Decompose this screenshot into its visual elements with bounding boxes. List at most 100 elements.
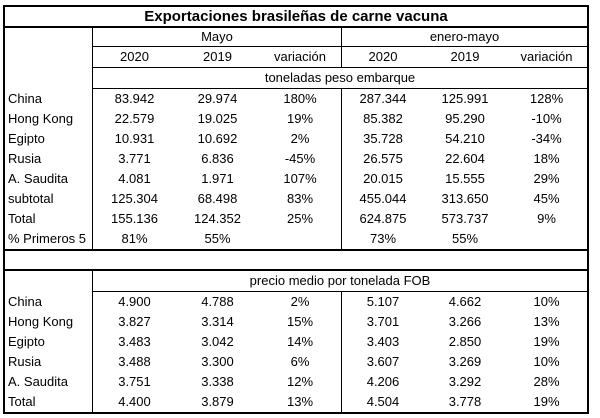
table-title: Exportaciones brasileñas de carne vacuna (144, 8, 448, 25)
table-cell: 12% (259, 372, 342, 392)
column-header-enero-variacion: variación (506, 47, 587, 68)
section-header-row-price: precio medio por tonelada FOB (5, 271, 587, 292)
table-cell: 95.290 (445, 111, 485, 126)
table-cell: 9% (537, 211, 556, 226)
table-cell: 81% (121, 231, 148, 246)
table-row: Total 4.400 3.879 13% 4.504 3.778 19% (5, 392, 587, 412)
section-header-price: precio medio por tonelada FOB (93, 271, 587, 292)
column-group-header-row: Mayo enero-mayo (5, 28, 587, 47)
table-cell: 6% (259, 352, 342, 372)
table-cell: 83.942 (114, 91, 155, 106)
table-cell: 13% (259, 392, 342, 412)
corner-empty-cell (5, 28, 93, 47)
table-cell: 3.314 (201, 314, 234, 329)
row-label: Rusia (5, 149, 93, 169)
table-cell: 14% (259, 332, 342, 352)
table-cell: 55% (204, 231, 231, 246)
table-cell: 73% (369, 231, 397, 246)
row-label: Egipto (5, 332, 93, 352)
section-header-tonnage: toneladas peso embarque (93, 68, 587, 89)
table-cell: 5.107 (366, 294, 400, 309)
table-row: % Primeros 5 81% 55% 73% 55% (5, 229, 587, 249)
table-cell: 54.210 (445, 131, 485, 146)
table-cell: 3.042 (201, 334, 234, 349)
table-row: Rusia 3.488 3.300 6% 3.607 3.269 10% (5, 352, 587, 372)
table-separator (5, 249, 587, 271)
table-cell: 3.403 (366, 334, 400, 349)
table-cell: 35.728 (363, 131, 403, 146)
table-cell: 83% (259, 189, 342, 209)
table-row: Rusia 3.771 6.836 -45% 26.575 22.604 18% (5, 149, 587, 169)
table-cell: 15% (259, 312, 342, 332)
table-cell: 155.136 (111, 211, 158, 226)
table-cell: 20.015 (363, 171, 403, 186)
corner-empty-cell (5, 68, 93, 89)
table-cell (506, 229, 587, 249)
table-cell: 107% (259, 169, 342, 189)
table-cell: 4.662 (448, 294, 482, 309)
row-label: % Primeros 5 (5, 229, 93, 249)
table-cell: 3.701 (366, 314, 400, 329)
table-cell: 26.575 (363, 151, 403, 166)
column-header-mayo-variacion: variación (259, 47, 342, 68)
table-cell: 6.836 (201, 151, 234, 166)
table-row: Hong Kong 3.827 3.314 15% 3.701 3.266 13% (5, 312, 587, 332)
table-cell: 3.879 (201, 394, 234, 409)
table-cell: 29.974 (197, 91, 238, 106)
table-cell: 10% (533, 294, 560, 309)
table-row: subtotal 125.304 68.498 83% 455.044 313.650 45… (5, 189, 587, 209)
exports-table: Exportaciones brasileñas de carne vacuna… (3, 5, 589, 414)
table-row: Hong Kong 22.579 19.025 19% 85.382 95.290 -10% (5, 109, 587, 129)
table-cell: 4.788 (201, 294, 234, 309)
table-row: China 83.942 29.974 180% 287.344 125.991 128% (5, 89, 587, 109)
table-cell: 4.400 (118, 394, 151, 409)
table-cell: 3.300 (201, 354, 234, 369)
table-cell: 180% (259, 89, 342, 109)
table-row: Egipto 3.483 3.042 14% 3.403 2.850 19% (5, 332, 587, 352)
table-cell: 624.875 (359, 211, 407, 226)
table-cell: 3.751 (118, 374, 151, 389)
table-cell: 2% (259, 129, 342, 149)
table-cell: 313.650 (441, 191, 489, 206)
table-cell: 1.971 (201, 171, 234, 186)
row-label: Total (5, 392, 93, 412)
row-label: Total (5, 209, 93, 229)
table-cell: 22.604 (445, 151, 485, 166)
title-row: Exportaciones brasileñas de carne vacuna (5, 7, 587, 28)
row-label: Hong Kong (5, 109, 93, 129)
table-cell: 13% (533, 314, 560, 329)
table-row: A. Saudita 4.081 1.971 107% 20.015 15.555 29% (5, 169, 587, 189)
row-label: Hong Kong (5, 312, 93, 332)
price-rows: China 4.900 4.788 2% 5.107 4.662 10% Hong Kong 3… (5, 292, 587, 412)
row-label: China (5, 89, 93, 109)
table-cell: 18% (533, 151, 560, 166)
table-cell: 124.352 (194, 211, 241, 226)
table-cell: -34% (531, 131, 562, 146)
table-cell: 2% (259, 292, 342, 312)
years-header-row: 2020 2019 variación 2020 2019 variación (5, 47, 587, 68)
column-group-enero-mayo: enero-mayo (342, 28, 587, 47)
table-cell: 125.304 (111, 191, 158, 206)
table-cell: 128% (529, 91, 564, 106)
table-cell: 85.382 (363, 111, 403, 126)
table-cell: 4.504 (366, 394, 400, 409)
column-header-mayo-2020: 2020 (93, 47, 176, 68)
corner-empty-cell (5, 271, 93, 292)
table-cell: 28% (533, 374, 560, 389)
table-cell (259, 229, 342, 249)
table-cell: 3.292 (448, 374, 482, 389)
table-cell: 55% (451, 231, 479, 246)
table-cell: 3.778 (448, 394, 482, 409)
table-cell: 3.607 (366, 354, 400, 369)
table-cell: 19.025 (197, 111, 238, 126)
table-cell: 287.344 (359, 91, 407, 106)
table-cell: 3.483 (118, 334, 151, 349)
table-cell: 19% (533, 394, 560, 409)
table-cell: 10.692 (197, 131, 238, 146)
table-cell: 3.266 (448, 314, 482, 329)
table-cell: 2.850 (448, 334, 482, 349)
table-row: Total 155.136 124.352 25% 624.875 573.737 9% (5, 209, 587, 229)
column-header-mayo-2019: 2019 (176, 47, 259, 68)
table-cell: 68.498 (197, 191, 238, 206)
table-cell: 3.269 (448, 354, 482, 369)
